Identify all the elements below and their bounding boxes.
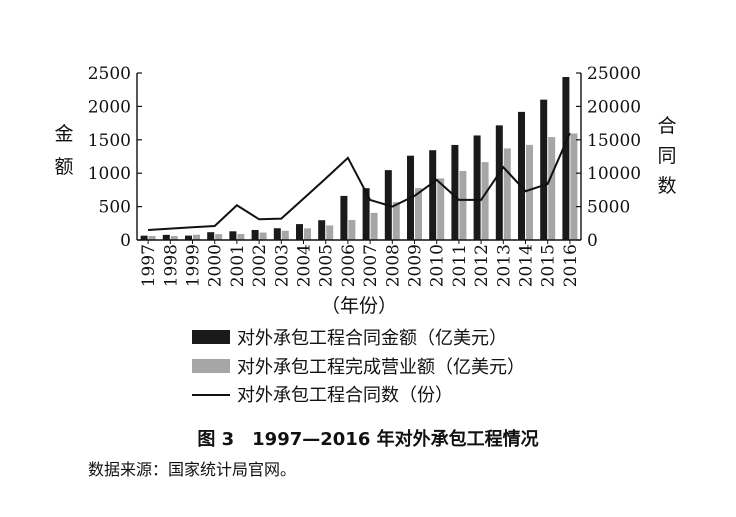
x-tick-label: 1999: [184, 244, 204, 287]
x-axis-title: （年份）: [321, 295, 397, 317]
bar-contract-amount-2016: [562, 77, 570, 241]
x-tick-label: 2010: [428, 244, 448, 287]
x-tick-label: 2014: [517, 244, 537, 287]
data-source: 数据来源：国家统计局官网。: [88, 460, 296, 479]
x-tick-label: 2006: [339, 244, 359, 287]
right-tick-label: 20000: [587, 97, 641, 117]
x-tick-label: 2007: [361, 244, 381, 287]
right-tick-label: 5000: [587, 198, 630, 218]
bar-contract-amount-2013: [495, 125, 503, 240]
bar-completed-revenue-2014: [526, 144, 533, 240]
left-tick-label: 0: [120, 231, 131, 251]
legend-label-contract-amount: 对外承包工程合同金额（亿美元）: [237, 328, 507, 349]
bar-completed-revenue-2004: [304, 228, 311, 240]
bar-contract-amount-2007: [362, 188, 370, 240]
y-axis-left-title: 金额: [54, 123, 73, 178]
right-tick-label: 15000: [587, 131, 641, 151]
bar-contract-amount-2004: [296, 224, 303, 240]
bar-contract-amount-2003: [273, 228, 281, 240]
bar-completed-revenue-2006: [348, 219, 356, 240]
left-tick-label: 500: [99, 198, 131, 218]
bar-contract-amount-2010: [429, 150, 437, 240]
x-tick-label: 2000: [206, 244, 226, 287]
axis-title-char: 金: [54, 123, 73, 145]
bar-completed-revenue-2005: [326, 225, 334, 240]
bar-completed-revenue-2015: [548, 137, 556, 240]
bar-contract-amount-1997: [140, 235, 148, 240]
x-tick-label: 2009: [406, 244, 426, 287]
bar-completed-revenue-2001: [237, 234, 245, 240]
bars-layer: [140, 77, 578, 241]
left-tick-labels: 0 500 1000 1500 2000 2500: [88, 64, 142, 251]
bar-completed-revenue-2009: [415, 188, 422, 240]
x-tick-label: 2016: [561, 244, 581, 287]
x-tick-label: 2003: [272, 244, 292, 287]
bar-contract-amount-2001: [229, 231, 237, 240]
x-tick-label: 2011: [450, 244, 470, 287]
bar-contract-amount-2002: [251, 229, 259, 240]
x-tick-labels: 1997 1998 1999 2000 2001 2002 2003 2004 2005 2006…: [139, 240, 581, 287]
x-tick-label: 2005: [317, 244, 337, 287]
x-tick-label: 2015: [539, 244, 559, 287]
bar-completed-revenue-1997: [148, 235, 156, 240]
bar-completed-revenue-2011: [459, 170, 467, 240]
bar-contract-amount-2005: [318, 220, 326, 240]
bar-contract-amount-1998: [162, 234, 170, 240]
x-tick-label: 1998: [161, 244, 181, 287]
right-tick-label: 25000: [587, 64, 641, 84]
x-tick-label: 2008: [383, 244, 403, 287]
plot-area: [140, 77, 578, 241]
left-tick-label: 1500: [88, 131, 131, 151]
bar-contract-amount-2000: [207, 232, 215, 240]
left-tick-label: 2500: [88, 64, 131, 84]
bar-completed-revenue-2013: [503, 148, 511, 240]
axis-title-char: 额: [54, 156, 73, 178]
right-tick-label: 0: [587, 231, 598, 251]
bar-completed-revenue-2008: [392, 202, 400, 240]
legend-swatch-completed-revenue: [192, 359, 230, 373]
bar-contract-amount-1999: [185, 235, 192, 240]
series-line-contract-count: [148, 132, 571, 231]
bar-completed-revenue-1998: [170, 236, 178, 240]
x-tick-label: 2002: [250, 244, 270, 287]
bar-completed-revenue-1999: [193, 234, 200, 240]
axis-title-char: 合: [657, 115, 676, 137]
left-tick-label: 1000: [88, 164, 131, 184]
bar-completed-revenue-2002: [259, 232, 267, 240]
bar-contract-amount-2006: [340, 195, 348, 240]
bar-completed-revenue-2003: [281, 230, 289, 240]
x-tick-label: 2001: [228, 244, 248, 287]
bar-completed-revenue-2000: [215, 234, 223, 240]
axis-title-char: 数: [657, 175, 676, 197]
bar-completed-revenue-2010: [437, 178, 445, 240]
legend-label-contract-count: 对外承包工程合同数（份）: [237, 385, 453, 406]
x-tick-label: 2012: [472, 244, 492, 287]
bar-contract-amount-2014: [518, 111, 525, 241]
bar-completed-revenue-2016: [570, 133, 578, 240]
right-tick-labels: 0 5000 10000 15000 20000 25000: [576, 64, 641, 251]
bar-contract-amount-2015: [540, 99, 548, 240]
bar-contract-amount-2011: [451, 144, 459, 240]
x-tick-label: 2013: [494, 244, 514, 287]
legend-swatch-contract-amount: [192, 330, 230, 344]
figure-caption: 图 3 1997—2016 年对外承包工程情况: [197, 428, 538, 450]
bar-contract-amount-2012: [473, 135, 481, 240]
right-tick-label: 10000: [587, 164, 641, 184]
left-tick-label: 2000: [88, 97, 131, 117]
legend-label-completed-revenue: 对外承包工程完成营业额（亿美元）: [237, 357, 525, 378]
x-tick-label: 1997: [139, 244, 159, 287]
legend: 对外承包工程合同金额（亿美元） 对外承包工程完成营业额（亿美元） 对外承包工程合…: [192, 328, 525, 406]
axis-title-char: 同: [657, 145, 676, 167]
x-tick-label: 2004: [295, 244, 315, 287]
bar-completed-revenue-2012: [481, 162, 489, 240]
bar-completed-revenue-2007: [370, 212, 378, 240]
y-axis-right-title: 合同数: [657, 115, 676, 197]
